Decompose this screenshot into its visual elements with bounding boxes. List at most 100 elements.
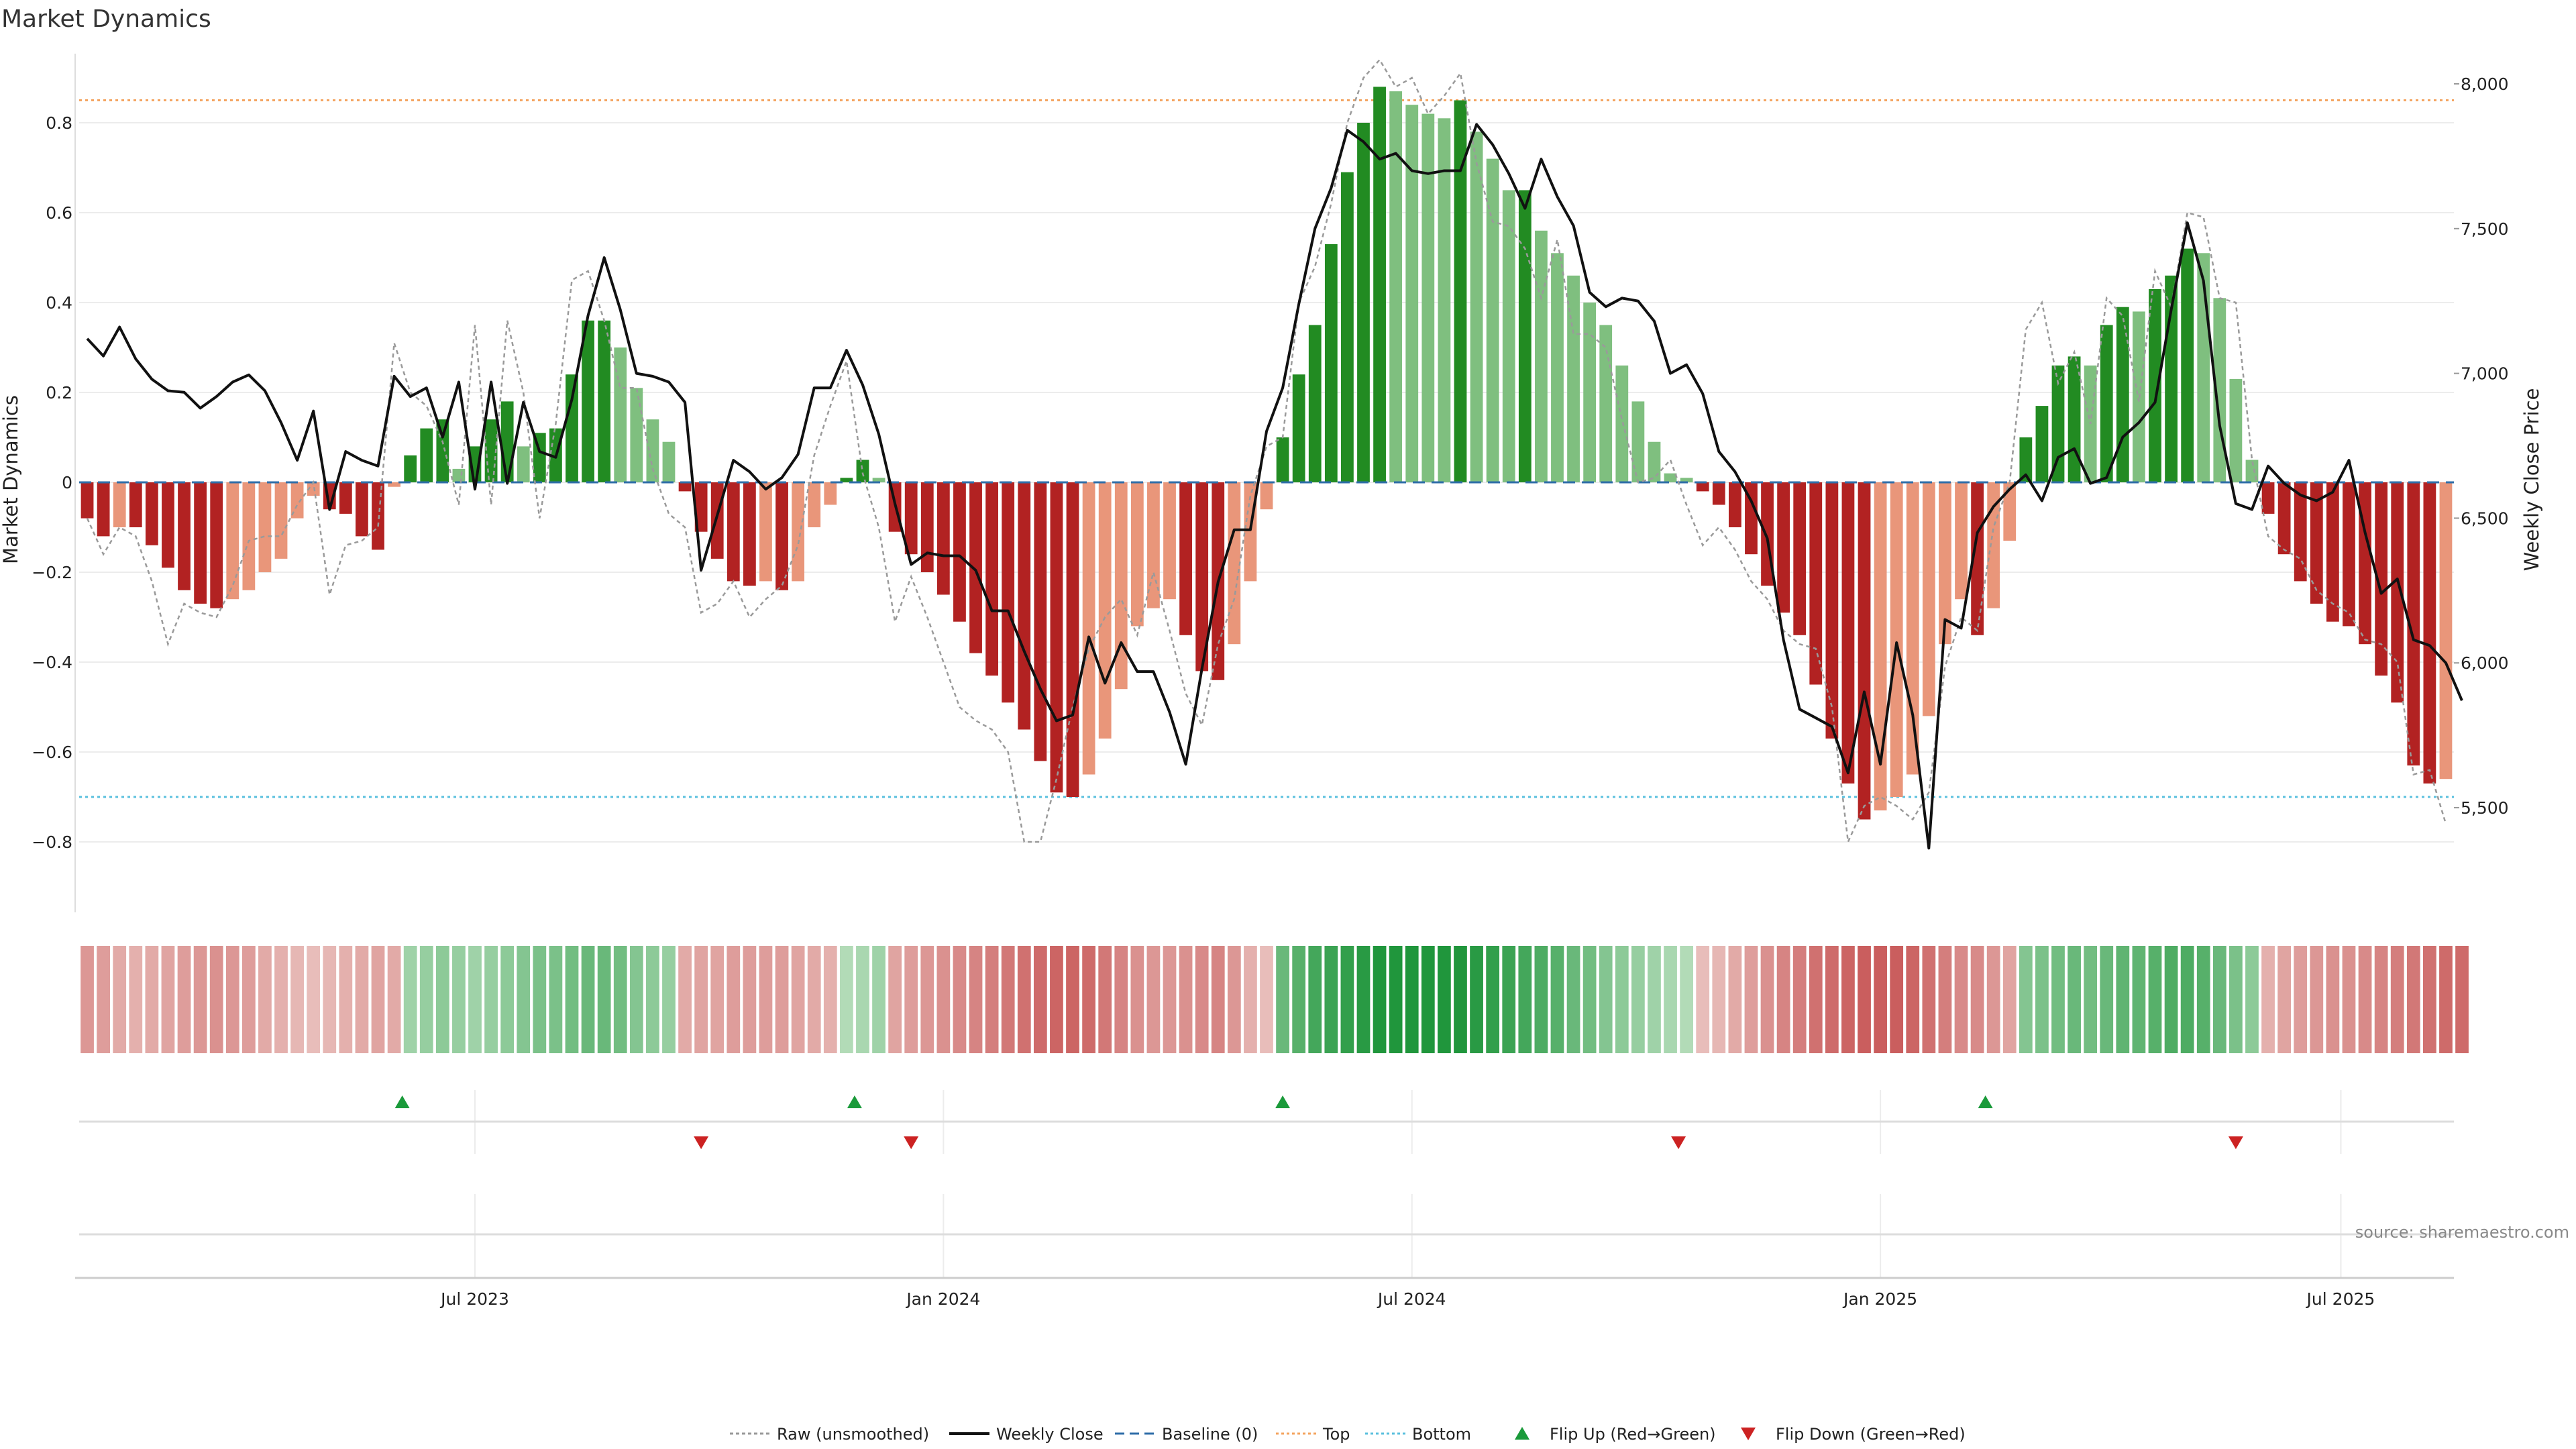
strength-cell bbox=[1550, 946, 1564, 1053]
strength-cell bbox=[339, 946, 353, 1053]
dynamics-bar bbox=[920, 482, 934, 572]
strength-cell bbox=[2132, 946, 2146, 1053]
strength-cell bbox=[2245, 946, 2259, 1053]
strength-cell bbox=[646, 946, 659, 1053]
strength-cell bbox=[2035, 946, 2049, 1053]
strength-cell bbox=[581, 946, 595, 1053]
strength-cell bbox=[1017, 946, 1031, 1053]
dynamics-bar bbox=[1858, 482, 1871, 820]
strength-cell bbox=[1486, 946, 1500, 1053]
dynamics-bar bbox=[1147, 482, 1160, 608]
dynamics-bar bbox=[710, 482, 724, 559]
strength-cell bbox=[1421, 946, 1435, 1053]
dynamics-bar bbox=[1389, 91, 1403, 483]
dynamics-bar bbox=[743, 482, 756, 586]
dynamics-bar bbox=[1163, 482, 1176, 600]
strength-cell bbox=[2374, 946, 2388, 1053]
strength-cell bbox=[1211, 946, 1225, 1053]
strength-cell bbox=[2051, 946, 2065, 1053]
strength-cell bbox=[1163, 946, 1177, 1053]
strength-cell bbox=[1728, 946, 1742, 1053]
strength-cell bbox=[177, 946, 191, 1053]
dynamics-bar bbox=[307, 482, 320, 496]
dynamics-bar bbox=[145, 482, 158, 545]
strength-cell bbox=[1324, 946, 1338, 1053]
strength-cell bbox=[1454, 946, 1467, 1053]
strength-cell bbox=[2423, 946, 2436, 1053]
flip-down-marker bbox=[1671, 1136, 1686, 1149]
y-tick-left: 0 bbox=[62, 473, 72, 492]
dynamics-bar bbox=[1018, 482, 1031, 730]
strength-cell bbox=[840, 946, 853, 1053]
strength-cell bbox=[1809, 946, 1823, 1053]
dynamics-bar bbox=[2326, 482, 2339, 622]
strength-cell bbox=[904, 946, 918, 1053]
flip-down-marker bbox=[694, 1136, 709, 1149]
dynamics-bar bbox=[2391, 482, 2404, 703]
dynamics-bar bbox=[678, 482, 692, 492]
dynamics-bar bbox=[2439, 482, 2453, 780]
dynamics-bar bbox=[2261, 482, 2275, 514]
dynamics-bar bbox=[2003, 482, 2017, 541]
strength-cell bbox=[710, 946, 724, 1053]
strength-cell bbox=[323, 946, 337, 1053]
strength-cell bbox=[1114, 946, 1128, 1053]
dynamics-bar bbox=[1292, 374, 1305, 482]
strength-cell bbox=[2342, 946, 2356, 1053]
strength-cell bbox=[97, 946, 110, 1053]
strength-cell bbox=[1502, 946, 1516, 1053]
dynamics-bar bbox=[856, 460, 869, 482]
flip-up-marker bbox=[1275, 1095, 1291, 1108]
dynamics-bar bbox=[274, 482, 288, 559]
flip-up-marker bbox=[394, 1095, 410, 1108]
legend-label: Bottom bbox=[1412, 1425, 1471, 1444]
strength-cell bbox=[1776, 946, 1790, 1053]
strength-cell bbox=[2294, 946, 2308, 1053]
flip-up-marker bbox=[1978, 1095, 1993, 1108]
lines-layer bbox=[79, 58, 2463, 850]
dynamics-bar bbox=[1599, 325, 1613, 482]
dynamics-bar bbox=[727, 482, 740, 582]
dynamics-bar bbox=[2051, 365, 2065, 482]
dynamics-bar bbox=[2149, 288, 2161, 482]
strength-cell bbox=[1050, 946, 1063, 1053]
dynamics-bar bbox=[1680, 478, 1693, 482]
dynamics-bar bbox=[1421, 113, 1435, 483]
dynamics-bar bbox=[2423, 482, 2436, 784]
strength-cell bbox=[1922, 946, 1936, 1053]
dynamics-bar bbox=[436, 419, 449, 482]
dynamics-bar bbox=[1874, 482, 1887, 811]
dynamics-bar bbox=[500, 401, 514, 482]
strength-cell bbox=[145, 946, 159, 1053]
dynamics-bar bbox=[1405, 105, 1419, 482]
strength-cell bbox=[1389, 946, 1403, 1053]
strength-cell bbox=[856, 946, 869, 1053]
strength-cell bbox=[2068, 946, 2081, 1053]
dynamics-bar bbox=[129, 482, 142, 527]
legend-swatch-flip-up bbox=[1515, 1427, 1529, 1440]
dynamics-bar bbox=[178, 482, 191, 590]
strength-cell bbox=[500, 946, 515, 1053]
dynamics-bar bbox=[1648, 441, 1661, 482]
dynamics-bar bbox=[372, 482, 384, 550]
dynamics-bar bbox=[1567, 275, 1580, 482]
strength-cell bbox=[1276, 946, 1289, 1053]
flip-down-marker bbox=[904, 1136, 919, 1149]
dynamics-bar bbox=[1534, 230, 1548, 482]
strength-cell bbox=[985, 946, 999, 1053]
y-axis-label-right: Weekly Close Price bbox=[2520, 388, 2543, 572]
dynamics-bar bbox=[2116, 307, 2129, 482]
strength-cell bbox=[2310, 946, 2324, 1053]
strength-cell bbox=[2261, 946, 2275, 1053]
dynamics-bar bbox=[1195, 482, 1209, 672]
dynamics-bar bbox=[1971, 482, 1984, 635]
strength-cell bbox=[80, 946, 94, 1053]
strength-cell bbox=[1615, 946, 1629, 1053]
dynamics-bar bbox=[1518, 190, 1532, 482]
strength-cell bbox=[1582, 946, 1597, 1053]
strength-cell bbox=[1001, 946, 1015, 1053]
strength-cell bbox=[1906, 946, 1920, 1053]
strength-cell bbox=[1696, 946, 1710, 1053]
dynamics-bar bbox=[646, 419, 659, 482]
